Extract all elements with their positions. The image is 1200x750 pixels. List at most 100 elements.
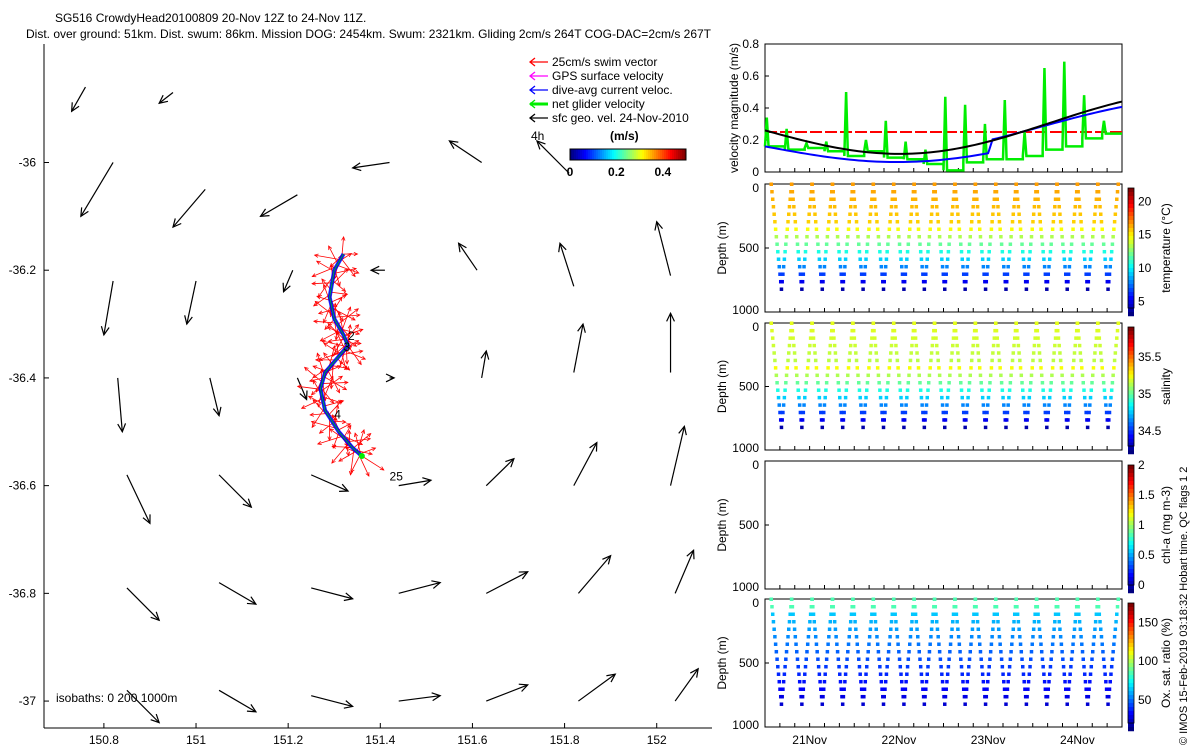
swim-vector — [329, 362, 334, 390]
geo-velocity-vector — [573, 322, 586, 373]
depth-colorbar-tick-label: 1 — [1138, 518, 1145, 532]
swim-vector — [359, 447, 377, 455]
depth-colorbar-tick-label: 34.5 — [1138, 424, 1162, 438]
swim-vector — [333, 267, 358, 274]
colorbar-tick-label: 0 — [567, 165, 574, 179]
swim-vector — [320, 375, 343, 392]
depth-panel-frame — [764, 460, 1123, 590]
swim-vector — [331, 442, 349, 464]
depth-colorbar-label: chl-a (mg m-3) — [1159, 486, 1173, 564]
legend-label: sfc geo. vel. 24-Nov-2010 — [552, 111, 689, 125]
geo-velocity-vector — [398, 692, 442, 702]
depth-y-tick-label: 0 — [752, 320, 759, 334]
geo-velocity-vector — [577, 554, 612, 594]
depth-colorbar — [1127, 602, 1135, 724]
geo-velocity-vector — [480, 349, 490, 379]
geo-velocity-vector — [398, 580, 442, 594]
swim-vector — [335, 330, 346, 350]
map-y-tick-label: -36.6 — [9, 479, 37, 493]
depth-panel-3: 0 500 1000 Depth (m) 0 0.5 1 1.5 2 chl-a (mg m-3) — [715, 458, 1173, 594]
map-x-tick-label: 151.2 — [273, 733, 303, 747]
swim-vector — [303, 366, 323, 383]
swim-vector — [313, 253, 341, 261]
swim-vector — [330, 294, 347, 303]
geo-velocity-vector — [310, 474, 350, 492]
geo-velocity-line — [764, 100, 1123, 155]
map-colorbar — [569, 148, 687, 161]
geo-velocity-vector — [259, 194, 298, 218]
geo-velocity-vector — [448, 140, 482, 163]
depth-colorbar — [1127, 187, 1135, 309]
depth-panel-2: 0 500 1000 Depth (m) 34.5 35 35.5 salinity — [715, 320, 1173, 455]
colorbar-tick-label: 0.4 — [654, 165, 671, 179]
time-tick-label: 22Nov — [882, 733, 917, 747]
geo-velocity-vector — [218, 474, 253, 509]
geo-velocity-vector — [369, 265, 385, 275]
depth-ylabel: Depth (m) — [715, 360, 729, 413]
geo-velocity-vector — [80, 162, 114, 218]
swim-vector — [323, 352, 333, 365]
swim-vector — [331, 307, 356, 321]
geo-velocity-vector — [70, 86, 86, 113]
geo-velocity-vector — [654, 220, 672, 276]
swim-vector — [310, 420, 337, 429]
depth-y-tick-label: 500 — [739, 241, 759, 255]
swim-vector — [339, 349, 364, 356]
track-label: 2 — [348, 329, 355, 343]
geo-velocity-vector — [296, 377, 308, 401]
swim-vector — [338, 450, 357, 462]
map-x-tick-label: 151.6 — [457, 733, 487, 747]
colorbar-scale-label: 4h — [531, 129, 544, 143]
velocity-ylabel: velocity magnitude (m/s) — [727, 43, 741, 173]
swim-vector — [331, 444, 353, 449]
swim-vector — [337, 423, 352, 431]
geo-velocity-vector — [457, 242, 478, 271]
legend-label: 25cm/s swim vector — [552, 55, 657, 69]
depth-panel-4: 0 500 1000 Depth (m) 50 100 150 Ox. sat. ratio … — [715, 596, 1173, 732]
depth-y-tick-label: 500 — [739, 518, 759, 532]
time-tick-label: 21Nov — [792, 733, 827, 747]
depth-colorbar-label: salinity — [1159, 368, 1173, 405]
swim-vector — [322, 375, 334, 401]
net-glider-velocity-track — [319, 253, 363, 457]
colorbar-tick-label: 0.2 — [608, 165, 625, 179]
depth-colorbar-tick-label: 100 — [1138, 654, 1158, 668]
geo-velocity-vector — [535, 139, 570, 174]
depth-colorbar-tick-label: 35 — [1138, 387, 1152, 401]
swim-vector — [296, 384, 321, 390]
depth-colorbar-tick-label: 20 — [1138, 194, 1152, 208]
depth-y-tick-label: 500 — [739, 656, 759, 670]
map-y-tick-label: -36.4 — [9, 371, 37, 385]
depth-colorbar-tick-label: 10 — [1138, 261, 1152, 275]
map-x-tick-label: 150.8 — [89, 733, 119, 747]
track-label: 4 — [334, 407, 341, 421]
depth-y-tick-label: 1000 — [732, 718, 759, 732]
swim-vector — [328, 245, 339, 264]
depth-panel-frame — [764, 183, 1123, 313]
velocity-y-tick-label: 0.6 — [742, 69, 759, 83]
depth-colorbar-tick-label: 15 — [1138, 228, 1152, 242]
depth-ylabel: Depth (m) — [715, 498, 729, 551]
map-y-tick-label: -37 — [19, 694, 37, 708]
swim-vector — [312, 319, 337, 324]
geo-velocity-vector — [117, 377, 127, 434]
geo-velocity-vector — [126, 587, 161, 622]
geo-velocity-vector — [351, 161, 390, 172]
swim-vector — [356, 429, 365, 452]
legend-entry: dive-avg current veloc. — [528, 83, 673, 97]
swim-vector — [328, 399, 343, 416]
geo-velocity-vector — [184, 280, 197, 326]
time-tick-label: 24Nov — [1060, 733, 1095, 747]
swim-vector — [300, 398, 323, 409]
depth-panel-frame — [764, 598, 1123, 728]
geo-velocity-vector — [666, 311, 675, 373]
depth-colorbar-tick-label: 150 — [1138, 615, 1158, 629]
swim-vector — [353, 432, 362, 456]
swim-vector — [318, 422, 334, 434]
colorbar-unit: (m/s) — [610, 129, 639, 143]
swim-vector — [343, 328, 364, 336]
depth-colorbar — [1127, 326, 1135, 447]
geo-velocity-vector — [578, 673, 617, 702]
depth-colorbar-tick-label: 0.5 — [1138, 548, 1155, 562]
geo-velocity-vector — [100, 280, 114, 337]
